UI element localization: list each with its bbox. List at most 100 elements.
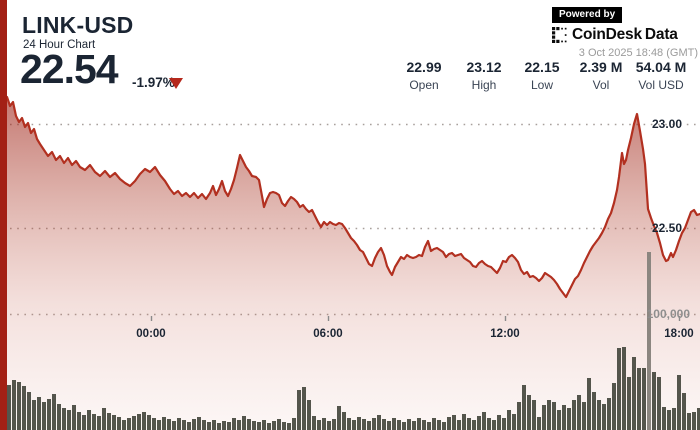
volume-bars [7, 252, 700, 430]
volume-bar [697, 408, 700, 430]
volume-bar [172, 421, 176, 430]
volume-bar [257, 422, 261, 430]
stat-label: Low [530, 78, 554, 92]
stat-low: 22.15 Low [524, 59, 559, 92]
volume-bar [572, 400, 576, 430]
volume-bar [652, 372, 656, 430]
volume-bar [687, 413, 691, 430]
volume-bar [567, 408, 571, 430]
stat-value: 2.39 M [579, 59, 623, 75]
volume-bar [77, 412, 81, 430]
volume-bar [132, 416, 136, 430]
volume-bar-current [647, 252, 651, 430]
volume-bar [182, 420, 186, 430]
volume-bar [272, 421, 276, 430]
price-area [7, 97, 700, 430]
price-area-path [7, 97, 700, 430]
volume-bar [367, 421, 371, 430]
volume-bar [627, 377, 631, 430]
volume-bar [237, 420, 241, 430]
volume-bar [392, 418, 396, 430]
coindesk-logo[interactable]: CoinDesk Data [552, 26, 698, 44]
volume-bar [542, 405, 546, 430]
volume-bar [342, 412, 346, 430]
volume-bar [457, 420, 461, 430]
volume-bar [302, 387, 306, 430]
volume-bar [192, 419, 196, 430]
axis-ticks [150, 316, 681, 321]
stat-high: 23.12 High [466, 59, 501, 92]
volume-bar [632, 357, 636, 430]
volume-bar [377, 415, 381, 430]
volume-bar [397, 420, 401, 430]
volume-bar [247, 419, 251, 430]
volume-bar [657, 377, 661, 430]
volume-bar [67, 410, 71, 430]
volume-bar [127, 418, 131, 430]
volume-bar [402, 422, 406, 430]
volume-bar [522, 385, 526, 430]
volume-bar [662, 407, 666, 430]
volume-bar [92, 414, 96, 430]
volume-bar [427, 422, 431, 430]
volume-bar [347, 418, 351, 430]
volume-bar [202, 420, 206, 430]
volume-bar [267, 423, 271, 430]
volume-bar [682, 393, 686, 430]
volume-bar [477, 416, 481, 430]
stat-label: Open [409, 78, 439, 92]
volume-bar [537, 417, 541, 430]
coindesk-logo-icon [552, 27, 567, 43]
volume-bar [207, 422, 211, 430]
volume-bar [452, 415, 456, 430]
volume-bar [27, 392, 31, 430]
volume-bar [587, 378, 591, 430]
stat-vol-usd: 54.04 M Vol USD [636, 59, 687, 92]
volume-bar [352, 420, 356, 430]
volume-bar [487, 418, 491, 430]
volume-bar [87, 410, 91, 430]
coindesk-logo-text: CoinDesk Data [572, 26, 678, 44]
volume-bar [287, 423, 291, 430]
volume-bar [82, 415, 86, 430]
volume-bar [282, 422, 286, 430]
volume-bar [52, 394, 56, 430]
attribution-block: Powered by CoinDesk Data 3 O [552, 4, 698, 59]
volume-bar [112, 415, 116, 430]
volume-bar [187, 422, 191, 430]
volume-bar [442, 422, 446, 430]
stat-value: 23.12 [466, 59, 502, 75]
volume-bar [197, 417, 201, 430]
volume-bar [372, 418, 376, 430]
volume-bar [497, 415, 501, 430]
volume-bar [57, 404, 61, 430]
volume-bar [332, 419, 336, 430]
volume-bar [667, 410, 671, 430]
volume-bar [362, 419, 366, 430]
volume-bar [387, 421, 391, 430]
volume-bar [22, 386, 26, 430]
volume-bar [552, 402, 556, 430]
volume-bar [472, 420, 476, 430]
volume-bar [102, 408, 106, 430]
volume-bar [432, 418, 436, 430]
price-change: -1.97% [132, 75, 175, 90]
volume-bar [327, 421, 331, 430]
price-line-path [5, 95, 700, 299]
volume-bar [167, 419, 171, 430]
volume-bar [622, 347, 626, 430]
volume-bar [582, 402, 586, 430]
volume-bar [177, 418, 181, 430]
volume-bar [292, 418, 296, 430]
powered-by-badge: Powered by [552, 7, 623, 23]
volume-bar [577, 395, 581, 430]
volume-bar [512, 414, 516, 430]
stats-row: 22.99 Open 23.12 High 22.15 Low 2.39 M Vol 54.04… [0, 0, 700, 95]
volume-bar [62, 408, 66, 430]
volume-bar [597, 400, 601, 430]
stat-label: Vol USD [638, 78, 684, 92]
volume-bar [692, 412, 696, 430]
volume-bar [612, 383, 616, 430]
